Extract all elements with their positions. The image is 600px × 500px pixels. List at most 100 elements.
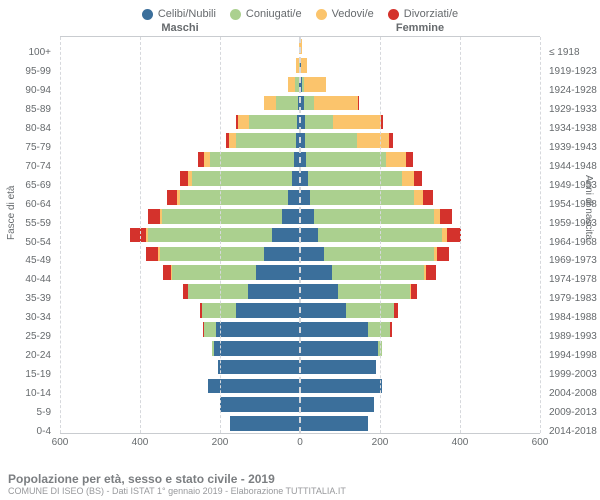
bar-segment xyxy=(414,171,422,186)
male-bar xyxy=(60,131,300,150)
bar-segment xyxy=(310,190,414,205)
female-bar xyxy=(300,112,540,131)
bar-segment xyxy=(357,133,389,148)
y-tick-age: 20-24 xyxy=(0,346,51,365)
bar-segment xyxy=(300,247,324,262)
bar-segment xyxy=(148,228,272,243)
bar-segment xyxy=(180,171,188,186)
bar-segment xyxy=(358,96,359,111)
bar-segment xyxy=(236,303,300,318)
female-bar xyxy=(300,169,540,188)
bar-segment xyxy=(426,265,436,280)
bar-segment xyxy=(402,171,414,186)
bar-segment xyxy=(208,379,300,394)
bar-segment xyxy=(300,209,314,224)
bar-segment xyxy=(390,322,392,337)
bar-segment xyxy=(216,322,300,337)
y-tick-birth: 1984-1988 xyxy=(549,308,600,327)
bar-segment xyxy=(264,247,300,262)
male-bar xyxy=(60,244,300,263)
grid-line xyxy=(540,37,541,433)
bar-segment xyxy=(411,284,417,299)
chart-subtitle: COMUNE DI ISEO (BS) - Dati ISTAT 1° genn… xyxy=(8,486,592,496)
bar-segment xyxy=(437,247,449,262)
bar-segment xyxy=(238,115,249,130)
bar-segment xyxy=(192,171,292,186)
y-tick-age: 70-74 xyxy=(0,157,51,176)
chart-area xyxy=(60,36,540,434)
male-bar xyxy=(60,94,300,113)
bar-segment xyxy=(300,190,310,205)
legend-item: Celibi/Nubili xyxy=(142,8,216,20)
bar-segment xyxy=(338,284,410,299)
bar-segment xyxy=(305,133,357,148)
y-axis-right: ≤ 19181919-19231924-19281929-19331934-19… xyxy=(545,43,600,441)
bar-segment xyxy=(256,265,300,280)
bar-segment xyxy=(248,284,300,299)
male-bar xyxy=(60,301,300,320)
bar-segment xyxy=(304,77,326,92)
female-bar xyxy=(300,131,540,150)
y-tick-age: 95-99 xyxy=(0,62,51,81)
bar-segment xyxy=(300,397,374,412)
bar-segment xyxy=(300,416,368,431)
bar-segment xyxy=(381,115,383,130)
bar-segment xyxy=(304,96,314,111)
female-bar xyxy=(300,376,540,395)
y-tick-birth: 1924-1928 xyxy=(549,81,600,100)
y-axis-label-left: Fasce di età xyxy=(6,186,17,240)
male-bar xyxy=(60,226,300,245)
bar-segment xyxy=(300,228,318,243)
y-tick-age: 0-4 xyxy=(0,422,51,441)
y-tick-age: 10-14 xyxy=(0,384,51,403)
x-tick: 600 xyxy=(52,437,69,448)
legend-swatch xyxy=(142,9,153,20)
grid-line xyxy=(220,37,221,433)
legend: Celibi/NubiliConiugati/eVedovi/eDivorzia… xyxy=(0,0,600,22)
x-tick: 400 xyxy=(132,437,149,448)
bar-segment xyxy=(148,209,160,224)
bar-segment xyxy=(229,133,236,148)
male-bar xyxy=(60,188,300,207)
legend-label: Divorziati/e xyxy=(404,8,458,20)
male-bar xyxy=(60,112,300,131)
y-tick-birth: 1974-1978 xyxy=(549,270,600,289)
male-bar xyxy=(60,320,300,339)
y-tick-birth: 1989-1993 xyxy=(549,327,600,346)
male-bar xyxy=(60,339,300,358)
female-bar xyxy=(300,56,540,75)
bar-segment xyxy=(346,303,394,318)
y-tick-age: 25-29 xyxy=(0,327,51,346)
bar-segment xyxy=(314,209,434,224)
female-bar xyxy=(300,188,540,207)
x-tick: 200 xyxy=(212,437,229,448)
y-tick-age: 80-84 xyxy=(0,119,51,138)
bar-segment xyxy=(386,152,406,167)
bar-segment xyxy=(394,303,398,318)
bar-segment xyxy=(300,379,382,394)
male-bar xyxy=(60,282,300,301)
bar-segment xyxy=(308,171,402,186)
female-bar xyxy=(300,263,540,282)
y-tick-age: 35-39 xyxy=(0,289,51,308)
y-tick-birth: 1934-1938 xyxy=(549,119,600,138)
female-bar xyxy=(300,395,540,414)
legend-swatch xyxy=(316,9,327,20)
bar-segment xyxy=(172,265,256,280)
y-tick-birth: 2014-2018 xyxy=(549,422,600,441)
y-axis-label-right: Anni di nascita xyxy=(583,175,594,240)
legend-item: Coniugati/e xyxy=(230,8,302,20)
y-tick-age: 85-89 xyxy=(0,100,51,119)
male-bar xyxy=(60,414,300,433)
bar-segment xyxy=(214,341,300,356)
male-bar xyxy=(60,358,300,377)
bar-segment xyxy=(146,247,158,262)
legend-item: Divorziati/e xyxy=(388,8,458,20)
bar-segment xyxy=(440,209,452,224)
y-tick-birth: 1944-1948 xyxy=(549,157,600,176)
bar-segment xyxy=(300,171,308,186)
grid-line xyxy=(140,37,141,433)
female-bar xyxy=(300,320,540,339)
y-tick-birth: 1939-1943 xyxy=(549,138,600,157)
bar-segment xyxy=(230,416,300,431)
